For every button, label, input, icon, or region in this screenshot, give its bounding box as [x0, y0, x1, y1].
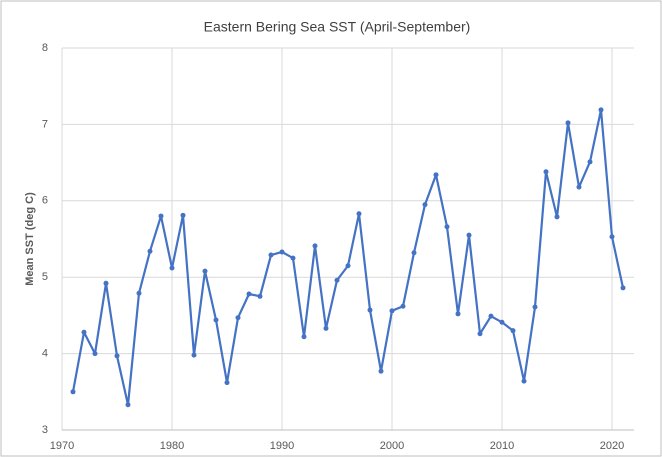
point	[576, 184, 582, 190]
point	[70, 389, 76, 395]
x-tick-label: 2000	[380, 440, 404, 452]
point	[609, 234, 615, 240]
point	[301, 334, 307, 340]
x-tick-label: 1980	[160, 440, 184, 452]
y-tick-label: 7	[42, 118, 48, 130]
point	[136, 290, 142, 296]
y-tick-label: 4	[42, 348, 48, 360]
point	[268, 252, 274, 258]
point	[466, 232, 472, 238]
point	[521, 378, 527, 384]
point	[400, 303, 406, 309]
point	[191, 352, 197, 358]
point	[235, 315, 241, 321]
point	[543, 169, 549, 175]
y-tick-label: 3	[42, 424, 48, 436]
point	[334, 277, 340, 283]
point	[81, 329, 87, 335]
point	[323, 325, 329, 331]
point	[290, 255, 296, 261]
point	[477, 331, 483, 337]
x-tick-label: 2020	[600, 440, 624, 452]
point	[246, 291, 252, 297]
point	[532, 304, 538, 310]
point	[103, 280, 109, 286]
point	[367, 307, 373, 313]
point	[488, 313, 494, 319]
x-tick-label: 2010	[490, 440, 514, 452]
point	[180, 212, 186, 218]
point	[356, 211, 362, 217]
point	[587, 159, 593, 165]
point	[224, 380, 230, 386]
x-tick-label: 1970	[50, 440, 74, 452]
y-axis-title: Mean SST (deg C)	[24, 192, 36, 286]
point	[213, 317, 219, 323]
point	[169, 265, 175, 271]
point	[345, 263, 351, 269]
point	[598, 107, 604, 113]
point	[510, 328, 516, 334]
point	[114, 353, 120, 359]
point	[202, 268, 208, 274]
point	[433, 172, 439, 178]
y-tick-label: 6	[42, 195, 48, 207]
point	[422, 202, 428, 208]
point	[455, 311, 461, 317]
x-tick-label: 1990	[270, 440, 294, 452]
point	[92, 351, 98, 357]
point	[378, 368, 384, 374]
chart-title: Eastern Bering Sea SST (April-September)	[204, 19, 471, 35]
point	[257, 293, 263, 299]
point	[158, 213, 164, 219]
point	[125, 402, 131, 408]
point	[565, 120, 571, 126]
point	[444, 224, 450, 230]
y-tick-label: 8	[42, 42, 48, 54]
point	[554, 214, 560, 220]
point	[620, 285, 626, 291]
point	[389, 308, 395, 314]
point	[279, 249, 285, 255]
point	[499, 319, 505, 325]
point	[411, 250, 417, 256]
point	[312, 243, 318, 249]
y-tick-label: 5	[42, 271, 48, 283]
point	[147, 248, 153, 254]
